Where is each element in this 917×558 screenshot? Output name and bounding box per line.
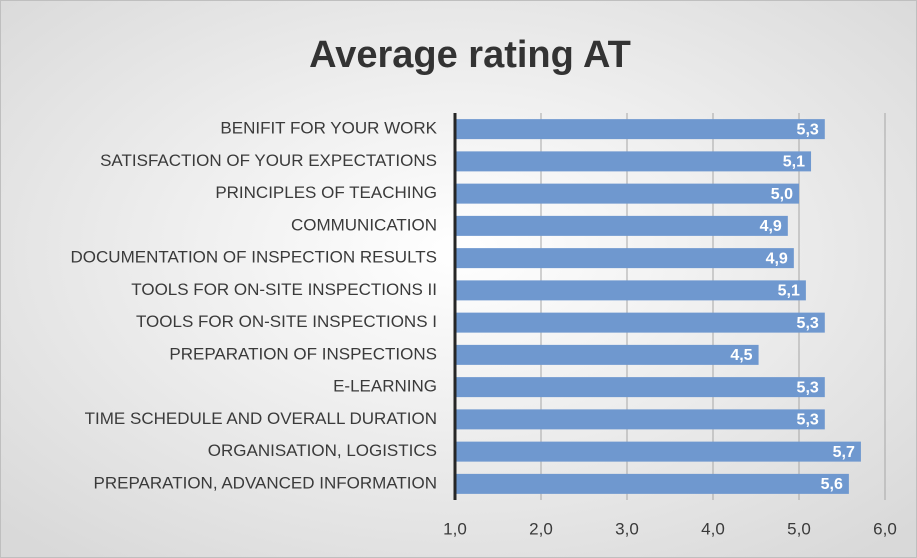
x-tick-label: 1,0 [443, 519, 467, 538]
bar [455, 280, 806, 301]
category-label: BENIFIT FOR YOUR WORK [220, 119, 437, 138]
category-label: COMMUNICATION [291, 215, 437, 234]
value-label: 5,1 [778, 283, 800, 300]
category-label: PREPARATION OF INSPECTIONS [169, 344, 437, 363]
value-label: 4,9 [766, 250, 788, 267]
category-label: TOOLS FOR ON-SITE INSPECTIONS II [131, 280, 437, 299]
x-tick-label: 6,0 [873, 519, 897, 538]
value-label: 4,5 [730, 347, 752, 364]
value-label: 5,3 [797, 412, 819, 429]
value-label: 4,9 [760, 218, 782, 235]
bar [455, 409, 825, 430]
value-label: 5,7 [833, 444, 855, 461]
bar [455, 151, 812, 172]
category-label: PRINCIPLES OF TEACHING [215, 183, 437, 202]
category-label: E-LEARNING [333, 377, 437, 396]
category-label: TIME SCHEDULE AND OVERALL DURATION [85, 409, 437, 428]
bar [455, 183, 799, 204]
x-tick-label: 4,0 [701, 519, 725, 538]
value-label: 5,3 [797, 379, 819, 396]
bar [455, 312, 825, 333]
category-label: SATISFACTION OF YOUR EXPECTATIONS [100, 151, 437, 170]
bar [455, 215, 788, 236]
category-label: PREPARATION, ADVANCED INFORMATION [94, 473, 438, 492]
chart-title: Average rating AT [309, 34, 631, 76]
value-label: 5,6 [821, 476, 843, 493]
category-label: ORGANISATION, LOGISTICS [208, 441, 437, 460]
category-label: DOCUMENTATION OF INSPECTION RESULTS [71, 248, 437, 267]
x-tick-label: 3,0 [615, 519, 639, 538]
value-label: 5,1 [783, 154, 805, 171]
value-label: 5,0 [771, 186, 793, 203]
bar [455, 377, 825, 398]
bar [455, 119, 825, 140]
category-label: TOOLS FOR ON-SITE INSPECTIONS I [136, 312, 437, 331]
bar [455, 344, 759, 365]
value-label: 5,3 [797, 121, 819, 138]
bar [455, 248, 794, 269]
bar [455, 473, 849, 494]
bar [455, 441, 861, 462]
x-tick-label: 5,0 [787, 519, 811, 538]
value-label: 5,3 [797, 315, 819, 332]
x-tick-label: 2,0 [529, 519, 553, 538]
